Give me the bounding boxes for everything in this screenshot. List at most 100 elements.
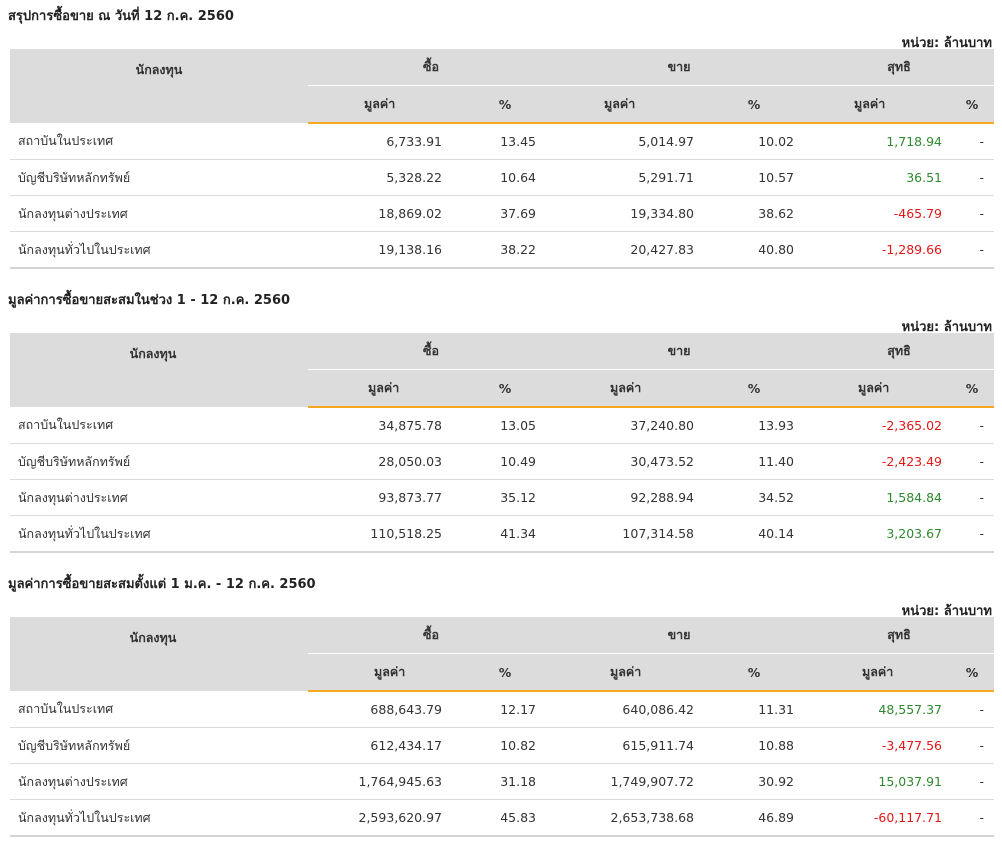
section-title: มูลค่าการซื้อขายสะสมตั้งแต่ 1 ม.ค. - 12 …	[8, 577, 316, 592]
net-value-cell: 15,037.91	[804, 763, 951, 800]
summary-section: มูลค่าการซื้อขายสะสมในช่วง 1 - 12 ก.ค. 2…	[0, 284, 1002, 568]
sell-percent-cell: 11.31	[704, 691, 805, 728]
net-value-cell: -465.79	[804, 195, 951, 232]
table-body: สถาบันในประเทศ 688,643.79 12.17 640,086.42 1…	[10, 691, 995, 837]
net-percent-header: %	[950, 369, 995, 408]
buy-value-cell: 28,050.03	[308, 443, 456, 480]
net-percent-cell: -	[950, 195, 995, 232]
sell-percent-header: %	[704, 369, 805, 408]
sell-percent-cell: 10.57	[704, 159, 805, 196]
net-value-cell: -1,289.66	[804, 231, 951, 269]
sell-value-cell: 19,334.80	[554, 195, 704, 232]
sell-percent-header: %	[704, 653, 805, 692]
buy-value-cell: 18,869.02	[308, 195, 456, 232]
investor-name-cell: สถาบันในประเทศ	[10, 407, 308, 444]
sell-value-header: มูลค่า	[554, 85, 704, 124]
net-value-header: มูลค่า	[804, 85, 951, 124]
buy-percent-header: %	[456, 85, 554, 124]
sell-value-cell: 5,291.71	[554, 159, 704, 196]
summary-section: มูลค่าการซื้อขายสะสมตั้งแต่ 1 ม.ค. - 12 …	[0, 568, 1002, 852]
net-value-cell: 36.51	[804, 159, 951, 196]
net-value-header: มูลค่า	[804, 653, 951, 692]
net-value-cell: -2,423.49	[804, 443, 951, 480]
buy-value-cell: 5,328.22	[308, 159, 456, 196]
buy-value-cell: 110,518.25	[308, 515, 456, 553]
investor-name-cell: บัญชีบริษัทหลักทรัพย์	[10, 727, 308, 764]
sell-percent-cell: 30.92	[704, 763, 805, 800]
sell-percent-cell: 46.89	[704, 799, 805, 837]
buy-value-header: มูลค่า	[308, 653, 456, 692]
table-row: บัญชีบริษัทหลักทรัพย์ 5,328.22 10.64 5,291.…	[10, 159, 995, 196]
investor-name-cell: นักลงทุนต่างประเทศ	[10, 479, 308, 516]
net-percent-header: %	[950, 85, 995, 124]
sell-percent-header: %	[704, 85, 805, 124]
net-value-cell: 1,718.94	[804, 123, 951, 160]
buy-value-cell: 612,434.17	[308, 727, 456, 764]
net-percent-cell: -	[950, 799, 995, 837]
table-row: นักลงทุนทั่วไปในประเทศ 19,138.16 38.22 20,4…	[10, 231, 995, 269]
unit-label: หน่วย: ล้านบาท	[901, 36, 992, 51]
buy-percent-cell: 31.18	[456, 763, 554, 800]
sell-percent-cell: 40.80	[704, 231, 805, 269]
sell-percent-cell: 40.14	[704, 515, 805, 553]
sell-value-cell: 107,314.58	[554, 515, 704, 553]
table-body: สถาบันในประเทศ 34,875.78 13.05 37,240.80 13.…	[10, 407, 995, 553]
buy-header: ซื้อ	[308, 49, 554, 86]
net-percent-cell: -	[950, 443, 995, 480]
sell-value-cell: 20,427.83	[554, 231, 704, 269]
sell-header: ขาย	[554, 617, 805, 654]
investor-name-cell: นักลงทุนต่างประเทศ	[10, 195, 308, 232]
table-row: สถาบันในประเทศ 6,733.91 13.45 5,014.97 10.02…	[10, 123, 995, 160]
table-row: สถาบันในประเทศ 34,875.78 13.05 37,240.80 13.…	[10, 407, 995, 444]
sell-value-header: มูลค่า	[554, 653, 704, 692]
net-header: สุทธิ	[804, 617, 995, 654]
sell-value-cell: 1,749,907.72	[554, 763, 704, 800]
sell-percent-cell: 10.88	[704, 727, 805, 764]
buy-percent-cell: 10.49	[456, 443, 554, 480]
net-header: สุทธิ	[804, 333, 995, 370]
buy-percent-cell: 37.69	[456, 195, 554, 232]
section-title: สรุปการซื้อขาย ณ วันที่ 12 ก.ค. 2560	[8, 9, 234, 24]
net-value-cell: -2,365.02	[804, 407, 951, 444]
investor-name-cell: บัญชีบริษัทหลักทรัพย์	[10, 443, 308, 480]
buy-percent-header: %	[456, 653, 554, 692]
buy-header: ซื้อ	[308, 333, 554, 370]
buy-value-cell: 93,873.77	[308, 479, 456, 516]
sell-percent-cell: 38.62	[704, 195, 805, 232]
sell-value-cell: 615,911.74	[554, 727, 704, 764]
buy-percent-header: %	[456, 369, 554, 408]
buy-percent-cell: 38.22	[456, 231, 554, 269]
net-value-cell: 3,203.67	[804, 515, 951, 553]
net-value-cell: -3,477.56	[804, 727, 951, 764]
investor-name-cell: สถาบันในประเทศ	[10, 691, 308, 728]
buy-percent-cell: 41.34	[456, 515, 554, 553]
buy-value-header: มูลค่า	[308, 85, 456, 124]
net-value-cell: 1,584.84	[804, 479, 951, 516]
sell-header: ขาย	[554, 333, 805, 370]
sell-percent-cell: 13.93	[704, 407, 805, 444]
net-percent-cell: -	[950, 691, 995, 728]
sell-value-cell: 2,653,738.68	[554, 799, 704, 837]
table-row: นักลงทุนต่างประเทศ 18,869.02 37.69 19,334.8…	[10, 195, 995, 232]
buy-value-cell: 19,138.16	[308, 231, 456, 269]
investor-header: นักลงทุน	[10, 617, 308, 691]
table-body: สถาบันในประเทศ 6,733.91 13.45 5,014.97 10.02…	[10, 123, 995, 269]
net-value-header: มูลค่า	[804, 369, 951, 408]
table-row: นักลงทุนต่างประเทศ 1,764,945.63 31.18 1,749…	[10, 763, 995, 800]
sell-percent-cell: 10.02	[704, 123, 805, 160]
investor-header: นักลงทุน	[10, 49, 308, 123]
sell-value-cell: 37,240.80	[554, 407, 704, 444]
net-percent-cell: -	[950, 123, 995, 160]
table-row: นักลงทุนทั่วไปในประเทศ 110,518.25 41.34 107…	[10, 515, 995, 553]
sell-percent-cell: 34.52	[704, 479, 805, 516]
table-row: บัญชีบริษัทหลักทรัพย์ 28,050.03 10.49 30,47…	[10, 443, 995, 480]
net-percent-header: %	[950, 653, 995, 692]
unit-label: หน่วย: ล้านบาท	[901, 320, 992, 335]
buy-percent-cell: 10.64	[456, 159, 554, 196]
buy-value-header: มูลค่า	[308, 369, 456, 408]
investor-name-cell: นักลงทุนทั่วไปในประเทศ	[10, 799, 308, 837]
sell-value-cell: 92,288.94	[554, 479, 704, 516]
net-percent-cell: -	[950, 231, 995, 269]
buy-value-cell: 34,875.78	[308, 407, 456, 444]
investor-name-cell: สถาบันในประเทศ	[10, 123, 308, 160]
